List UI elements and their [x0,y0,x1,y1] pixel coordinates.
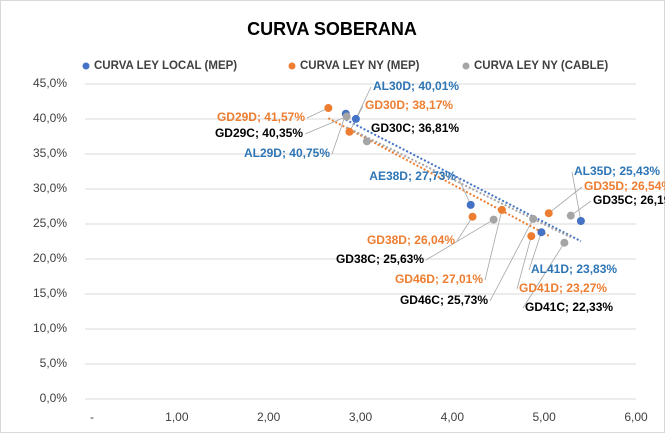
x-tick-label: 3,00 [349,410,373,424]
y-tick-label: 15,0% [33,286,67,300]
data-label: GD29C; 40,35% [215,126,303,140]
data-label: GD35D; 26,54% [584,179,665,193]
leader-line [516,236,532,290]
leader-line [489,218,534,302]
point [544,209,553,218]
y-tick-label: 25,0% [33,216,67,230]
x-tick-label: 6,00 [624,410,648,424]
data-label: GD41D; 23,27% [519,281,607,295]
leader-line [570,200,592,216]
y-tick-label: 5,0% [40,356,68,370]
y-tick-label: 0,0% [40,391,68,405]
point [362,137,371,146]
leader-line [331,113,347,155]
data-label: GD46C; 25,73% [400,293,488,307]
leader-line [548,186,583,214]
data-label: GD41C; 22,33% [525,300,613,314]
y-tick-label: 30,0% [33,181,67,195]
legend-label: CURVA LEY NY (MEP) [300,60,420,72]
chart-title: CURVA SOBERANA [247,19,417,39]
point [466,200,475,209]
legend-label: CURVA LEY NY (CABLE) [474,60,608,72]
y-tick-label: 20,0% [33,251,67,265]
leader-line [456,216,473,242]
leader-line [355,86,372,120]
x-tick-label: - [90,410,94,424]
legend-marker [288,62,296,70]
point [527,232,536,241]
x-tick-label: 4,00 [441,410,465,424]
leader-line [304,116,347,135]
y-tick-label: 35,0% [33,146,67,160]
y-tick-label: 40,0% [33,111,67,125]
point [537,228,546,237]
data-label: GD30D; 38,17% [365,98,453,112]
data-label: AL41D; 23,83% [531,262,617,276]
x-tick-label: 5,00 [532,410,556,424]
x-tick-label: 2,00 [257,410,281,424]
x-tick-label: 1,00 [165,410,189,424]
legend-label: CURVA LEY LOCAL (MEP) [94,60,237,72]
data-label: AE38D; 27,73% [369,169,456,183]
point [529,214,538,223]
data-label: GD29D; 41,57% [217,110,305,124]
data-label: AL30D; 40,01% [373,79,459,93]
data-label: GD35C; 26,19% [593,193,665,207]
data-label: AL35D; 25,43% [574,164,660,178]
point [566,211,575,220]
legend-marker [462,62,470,70]
leader-line [522,242,565,309]
leader-line [457,176,472,206]
point [489,215,498,224]
point [497,205,506,214]
data-label: GD38D; 26,04% [367,233,455,247]
leader-line [484,209,503,281]
point [342,112,351,121]
legend-marker [82,62,90,70]
leader-line [528,232,542,271]
data-label: GD46D; 27,01% [395,272,483,286]
point [560,238,569,247]
point [345,127,354,136]
point [468,212,477,221]
point [576,216,585,225]
trendline [345,118,582,243]
y-tick-label: 10,0% [33,321,67,335]
leader-line [571,171,582,222]
point [351,114,360,123]
data-label: GD38C; 25,63% [336,252,424,266]
y-tick-label: 45,0% [33,76,67,90]
point [324,104,333,113]
leader-line [425,219,494,261]
data-label: GD30C; 36,81% [371,121,459,135]
data-label: AL29D; 40,75% [244,146,330,160]
